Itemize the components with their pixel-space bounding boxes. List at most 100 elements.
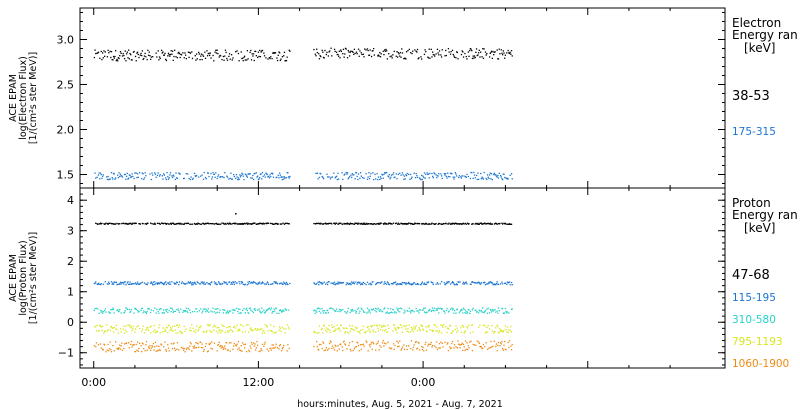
- data-point: [221, 222, 223, 224]
- data-point: [281, 176, 283, 178]
- data-point: [151, 172, 153, 174]
- data-point: [504, 282, 506, 284]
- data-point: [283, 178, 285, 180]
- data-point: [279, 174, 281, 176]
- data-point: [438, 312, 440, 314]
- data-point: [387, 307, 389, 310]
- data-point: [373, 54, 375, 56]
- data-point: [497, 344, 499, 347]
- data-point: [100, 50, 102, 53]
- data-point: [208, 325, 210, 327]
- data-point: [191, 51, 193, 53]
- data-point: [169, 172, 172, 174]
- data-point: [229, 177, 231, 180]
- y-axis-label-line: ACE EPAM: [8, 254, 19, 302]
- data-point: [481, 223, 483, 225]
- data-point: [224, 345, 226, 347]
- data-point: [187, 347, 190, 349]
- data-point: [246, 223, 249, 225]
- data-point: [215, 172, 217, 174]
- data-point: [419, 283, 421, 286]
- data-point: [219, 345, 221, 348]
- data-point: [386, 312, 388, 314]
- data-point: [386, 223, 388, 225]
- data-point: [233, 173, 235, 176]
- data-point: [500, 49, 502, 51]
- data-point: [326, 173, 328, 175]
- data-point: [288, 177, 290, 179]
- x-tick-label: 0:00: [81, 376, 106, 389]
- data-point: [390, 55, 393, 57]
- data-point: [318, 58, 321, 60]
- data-point: [133, 312, 135, 314]
- data-point: [270, 330, 273, 332]
- data-point: [165, 283, 168, 286]
- data-point: [365, 223, 367, 225]
- data-point: [422, 175, 424, 177]
- data-point: [501, 52, 503, 54]
- data-point: [327, 55, 330, 57]
- data-point: [353, 223, 355, 225]
- data-point: [226, 326, 228, 329]
- data-point: [379, 223, 381, 225]
- data-point: [204, 57, 207, 59]
- data-point: [278, 52, 281, 54]
- data-point: [316, 172, 319, 174]
- data-point: [321, 308, 323, 310]
- data-point: [191, 223, 194, 225]
- data-point: [253, 173, 255, 175]
- data-point: [372, 281, 374, 283]
- data-point: [223, 309, 225, 311]
- data-point: [351, 310, 353, 312]
- data-point: [378, 222, 380, 224]
- data-point: [411, 283, 413, 285]
- data-point: [467, 51, 469, 53]
- data-point: [119, 308, 121, 311]
- data-point: [145, 223, 147, 225]
- data-point: [340, 50, 343, 52]
- data-point: [158, 349, 161, 351]
- data-point: [462, 283, 464, 285]
- data-point: [326, 331, 328, 333]
- data-point: [504, 348, 507, 351]
- data-point: [165, 223, 168, 225]
- data-point: [269, 174, 271, 176]
- data-point: [387, 175, 389, 177]
- data-point: [475, 311, 478, 313]
- data-point: [348, 283, 350, 286]
- data-point: [99, 222, 102, 224]
- data-point: [261, 332, 264, 334]
- data-point: [465, 223, 467, 225]
- data-point: [276, 283, 279, 285]
- data-point: [397, 173, 399, 176]
- data-point: [475, 48, 478, 50]
- legend-subtitle: Energy ran: [732, 28, 798, 42]
- data-point: [128, 49, 130, 51]
- data-point: [167, 55, 169, 57]
- data-point: [220, 347, 222, 349]
- data-point: [260, 283, 262, 285]
- data-point: [333, 309, 336, 311]
- data-point: [229, 310, 231, 312]
- data-point: [239, 308, 241, 311]
- data-point: [440, 54, 442, 56]
- data-point: [424, 343, 426, 345]
- data-point: [210, 57, 212, 59]
- y-tick-label: 2.0: [57, 124, 75, 137]
- data-point: [483, 48, 485, 50]
- data-point: [250, 177, 252, 179]
- data-point: [238, 347, 240, 349]
- data-point: [230, 172, 232, 174]
- data-point: [488, 56, 491, 58]
- data-point: [429, 329, 431, 331]
- data-point: [482, 223, 485, 225]
- data-point: [119, 51, 122, 53]
- data-point: [486, 174, 489, 176]
- data-point: [498, 172, 500, 175]
- data-point: [464, 281, 467, 284]
- data-point: [491, 50, 493, 52]
- data-point: [121, 175, 123, 177]
- data-point: [362, 343, 365, 345]
- data-point: [238, 312, 240, 314]
- data-point: [377, 340, 380, 342]
